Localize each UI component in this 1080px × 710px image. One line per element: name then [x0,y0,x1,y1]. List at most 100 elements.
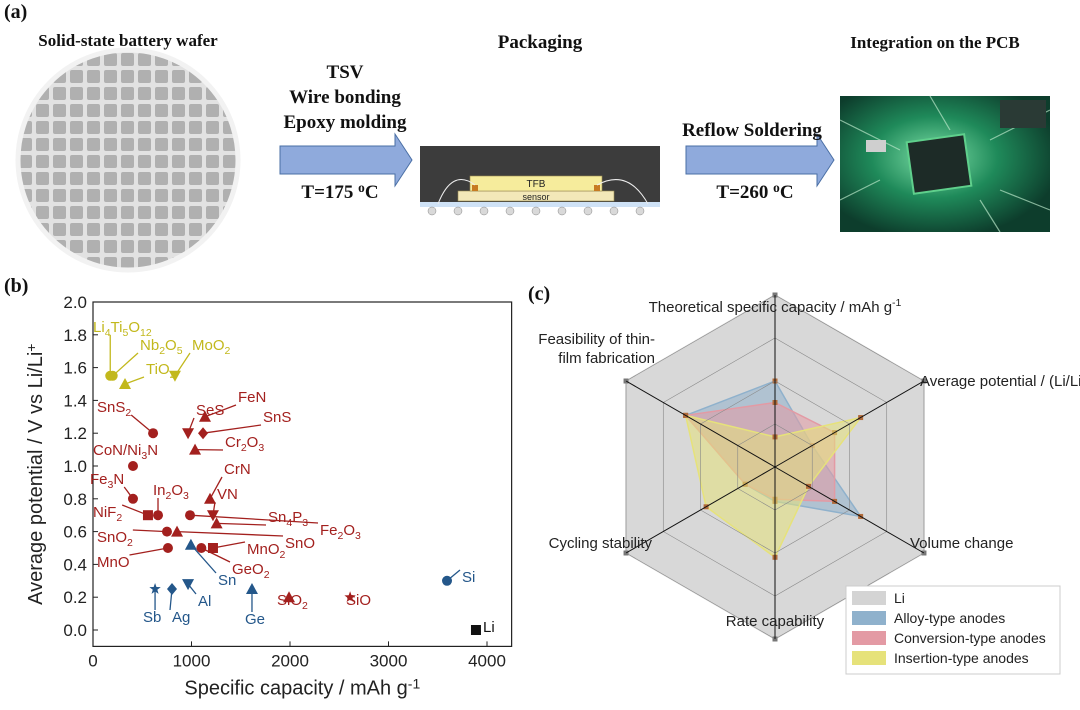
legend-label: Alloy-type anodes [894,610,1005,626]
data-point [166,583,177,595]
soldering-step: Reflow Soldering [682,120,822,141]
data-point [119,378,132,389]
radar-axis-label: Cycling stability [549,535,653,552]
radar-axis [625,466,776,554]
pcb-photo [839,95,1051,233]
leader-line [132,529,168,533]
packaging-title: Packaging [498,32,583,53]
radar-axis-label: Volume change [910,535,1013,552]
leader-line [202,424,262,434]
data-point [148,428,159,439]
data-point [207,543,218,553]
y-tick-label: 1.2 [63,424,87,443]
data-point [182,579,195,591]
x-tick-label: 0 [88,651,97,670]
text-segment: T=175 [301,182,358,203]
data-point [344,591,356,603]
x-tick-label: 4000 [468,651,506,670]
data-point [206,510,219,522]
y-tick-label: 0.2 [63,588,87,607]
point-label: Sn4P3 [268,509,308,529]
text-segment: Cycling stability [549,535,653,552]
point-label: Fe2O3 [320,522,361,542]
leader-line [204,404,237,418]
panel-label: (c) [528,283,550,305]
text-segment: Rate capability [726,613,825,630]
point-label: MnO [97,554,130,571]
point-label: CoN/Ni3N [93,442,158,462]
leader-line [176,530,284,537]
process-arrow [279,132,413,188]
radar-axis-label: Feasibility of thin-film fabrication [538,331,655,367]
data-point [127,461,138,471]
y-axis-label: Average potential / V vs Li/Li+ [23,344,47,605]
data-point [196,543,207,553]
text-segment: o [773,180,780,195]
text-segment: -1 [408,675,421,691]
data-point [204,492,217,504]
y-tick-label: 2.0 [63,293,87,312]
radar-axis [625,380,776,468]
data-point [168,370,181,382]
plot-frame [92,301,513,647]
leader-line [124,376,145,385]
legend-swatch [852,591,886,605]
point-label: Ge [245,611,265,628]
point-label: Nb2O5 [140,337,183,357]
point-label: MnO2 [247,541,286,561]
text-segment: Feasibility of thin- [538,331,655,348]
point-label: Al [198,593,211,610]
data-point [142,510,153,521]
point-label: NiF2 [93,504,122,524]
text-segment: Average potential / V vs Li/Li [25,352,47,605]
point-label: Fe3N [90,471,124,491]
x-tick-label: 2000 [271,651,309,670]
point-label: Li4Ti5O12 [93,319,152,339]
leader-line [212,541,246,549]
point-label: In2O3 [153,482,189,502]
point-label: SnS [263,409,291,426]
point-label: SnO2 [97,529,133,549]
text-segment: Specific capacity / mAh g [184,677,407,699]
data-point [184,538,197,550]
text-segment: Average potential / (Li/Li [920,373,1080,390]
process-step: Epoxy molding [283,112,407,133]
point-label: Si [462,569,475,586]
x-axis-label: Specific capacity / mAh g-1 [184,675,420,699]
radar-axis-label: Average potential / (Li/Li+) [920,371,1080,390]
y-tick-label: 0.6 [63,523,87,542]
panel-label: (b) [4,275,28,297]
text-segment: Theoretical specific capacity / mAh g [649,299,892,316]
data-point [198,410,211,422]
text-segment: C [780,182,794,203]
legend-label: Conversion-type anodes [894,630,1046,646]
y-tick-label: 0.8 [63,490,87,509]
leader-line [129,547,169,556]
data-point [189,443,202,455]
data-point [161,526,172,537]
radar-axis [774,380,925,468]
point-label: MoO2 [192,337,231,357]
chip-label: sensor [522,192,549,202]
point-label: SnS2 [97,399,131,419]
y-tick-label: 0.0 [63,621,87,640]
process-arrow [685,132,835,188]
leader-line [112,352,139,377]
process-step: Wire bonding [289,87,401,108]
text-segment: Volume change [910,535,1013,552]
point-label: SnO [285,535,315,552]
point-label: Sn [218,572,236,589]
legend-swatch [852,611,886,625]
data-point [185,510,196,521]
radar-axis [774,466,925,554]
radar-axis-label: Theoretical specific capacity / mAh g-1 [649,297,902,316]
legend-swatch [852,651,886,665]
x-tick-label: 3000 [370,651,408,670]
packaging-temperature: T=175 oC [301,180,378,203]
wafer-title: Solid-state battery wafer [38,31,218,50]
data-point [162,543,173,553]
point-label: Li [483,619,495,636]
y-tick-label: 1.4 [63,391,87,410]
leader-line [216,522,267,526]
